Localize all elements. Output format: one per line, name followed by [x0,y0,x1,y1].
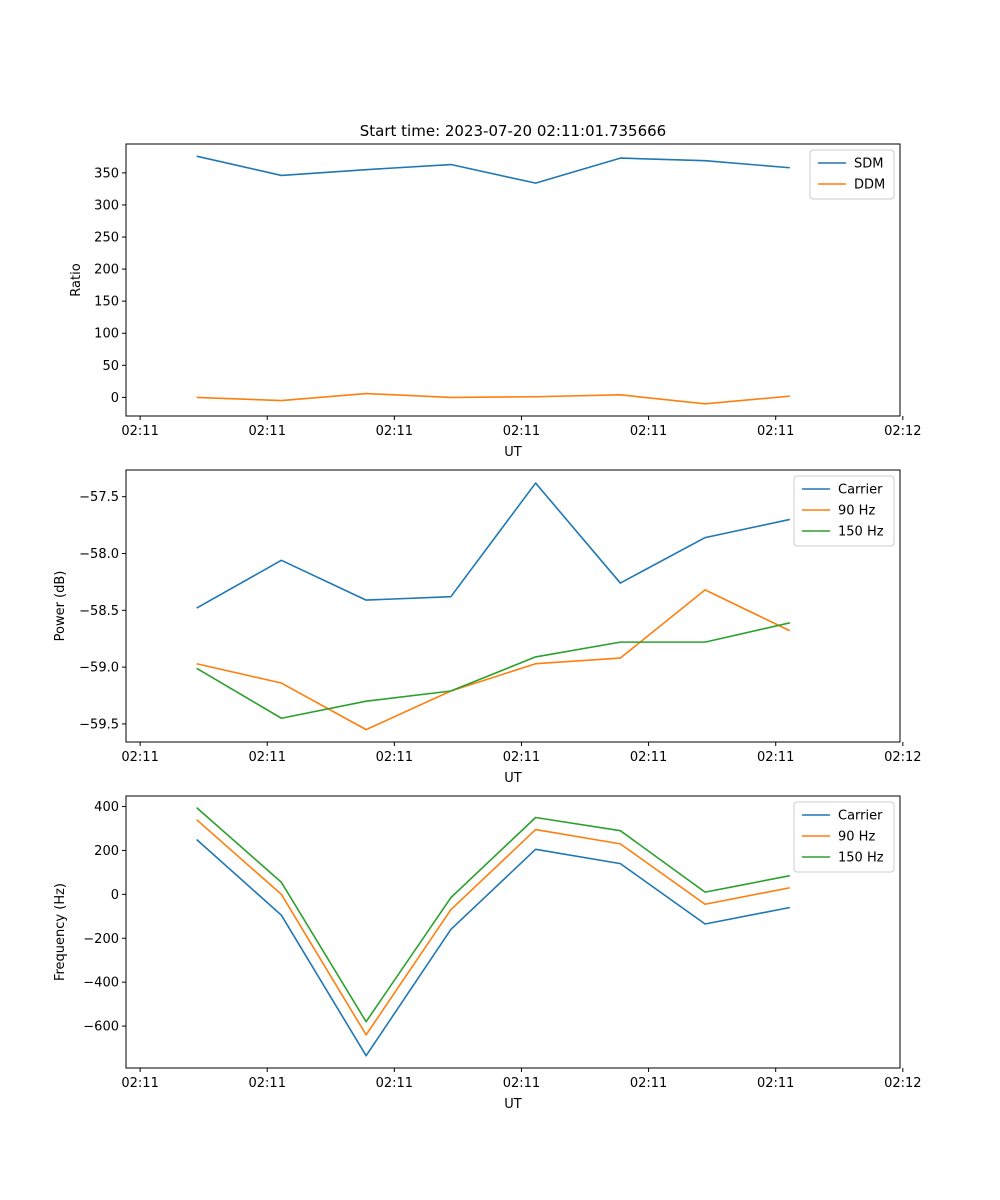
frequency-x-tick-label: 02:11 [121,1076,158,1091]
ratio-legend-label: DDM [854,178,885,193]
ratio-y-tick-label: 350 [94,166,119,181]
power-legend-box [793,475,895,547]
power-y-tick-label: −59.5 [79,717,119,732]
frequency-x-tick-label: 02:11 [630,1076,667,1091]
power-legend-label: 150 Hz [838,525,884,540]
frequency-y-tick-label: 400 [94,800,119,815]
power-y-axis-label: Power (dB) [53,571,68,642]
ratio-legend-label: SDM [854,157,883,172]
frequency-legend-label: Carrier [838,809,883,824]
ratio-x-tick-label: 02:11 [376,424,413,439]
power-y-tick-label: −58.0 [79,547,119,562]
ratio-axes-frame [125,143,901,417]
ratio-x-tick-label: 02:11 [503,424,540,439]
power-x-tick-label: 02:11 [757,750,794,765]
ratio-x-tick-label: 02:11 [121,424,158,439]
frequency-legend-label: 150 Hz [838,851,884,866]
power-x-tick-label: 02:11 [121,750,158,765]
power-legend-label: Carrier [838,483,883,498]
frequency-y-tick-label: −200 [83,932,119,947]
frequency-series-line-carrier [196,838,790,1057]
ratio-x-tick-label: 02:11 [249,424,286,439]
ratio-series-line-ddm [196,392,790,405]
ratio-series-line-sdm [196,155,790,184]
power-x-tick-label: 02:11 [503,750,540,765]
frequency-y-tick-label: 0 [111,888,119,903]
power-axes-frame [125,469,901,743]
ratio-y-tick-label: 0 [111,391,119,406]
ratio-y-tick-label: 50 [102,359,119,374]
power-series-line-carrier [196,482,790,609]
ratio-y-tick-label: 200 [94,263,119,278]
ratio-x-tick-label: 02:11 [757,424,794,439]
power-x-axis-label: UT [504,771,522,786]
power-legend-label: 90 Hz [838,504,875,519]
frequency-y-tick-label: 200 [94,844,119,859]
power-series-line-150-hz [196,622,791,720]
power-y-tick-label: −57.5 [79,490,119,505]
ratio-y-tick-label: 150 [94,295,119,310]
ratio-y-axis-label: Ratio [69,263,84,296]
ratio-x-tick-label: 02:11 [630,424,667,439]
power-panel: 02:11 02:11 02:11 02:11 02:11 02:11 02:12 −59.5… [53,469,922,786]
ratio-y-tick-label: 250 [94,231,119,246]
frequency-legend-box [793,801,895,873]
frequency-axes-frame [125,795,901,1069]
frequency-x-tick-label: 02:11 [376,1076,413,1091]
ratio-x-axis-label: UT [504,445,522,460]
power-x-tick-label: 02:11 [630,750,667,765]
power-x-tick-label: 02:11 [376,750,413,765]
figure-title: Start time: 2023-07-20 02:11:01.735666 [360,122,666,140]
power-y-tick-label: −58.5 [79,604,119,619]
subplots: 02:11 02:11 02:11 02:11 02:11 02:11 02:12 0 50 10… [53,143,922,1112]
frequency-y-axis-label: Frequency (Hz) [53,883,68,981]
frequency-x-tick-label: 02:11 [249,1076,286,1091]
frequency-series-line-90-hz [196,819,790,1036]
power-x-tick-label: 02:12 [884,750,921,765]
frequency-panel: 02:11 02:11 02:11 02:11 02:11 02:11 02:12 −600 −… [53,795,922,1112]
ratio-panel: 02:11 02:11 02:11 02:11 02:11 02:11 02:12 0 50 10… [69,143,922,460]
ratio-legend: SDM DDM [809,149,895,200]
ratio-y-tick-label: 300 [94,198,119,213]
frequency-legend: Carrier 90 Hz 150 Hz [793,801,895,873]
frequency-series-line-150-hz [196,807,790,1023]
power-legend: Carrier 90 Hz 150 Hz [793,475,895,547]
frequency-y-tick-label: −400 [83,976,119,991]
frequency-y-tick-label: −600 [83,1020,119,1035]
frequency-x-tick-label: 02:12 [884,1076,921,1091]
frequency-x-axis-label: UT [504,1097,522,1112]
frequency-x-tick-label: 02:11 [757,1076,794,1091]
frequency-x-tick-label: 02:11 [503,1076,540,1091]
ratio-y-tick-label: 100 [94,327,119,342]
power-y-tick-label: −59.0 [79,661,119,676]
ratio-x-tick-label: 02:12 [884,424,921,439]
frequency-legend-label: 90 Hz [838,830,875,845]
power-series-line-90-hz [196,589,791,731]
power-x-tick-label: 02:11 [249,750,286,765]
